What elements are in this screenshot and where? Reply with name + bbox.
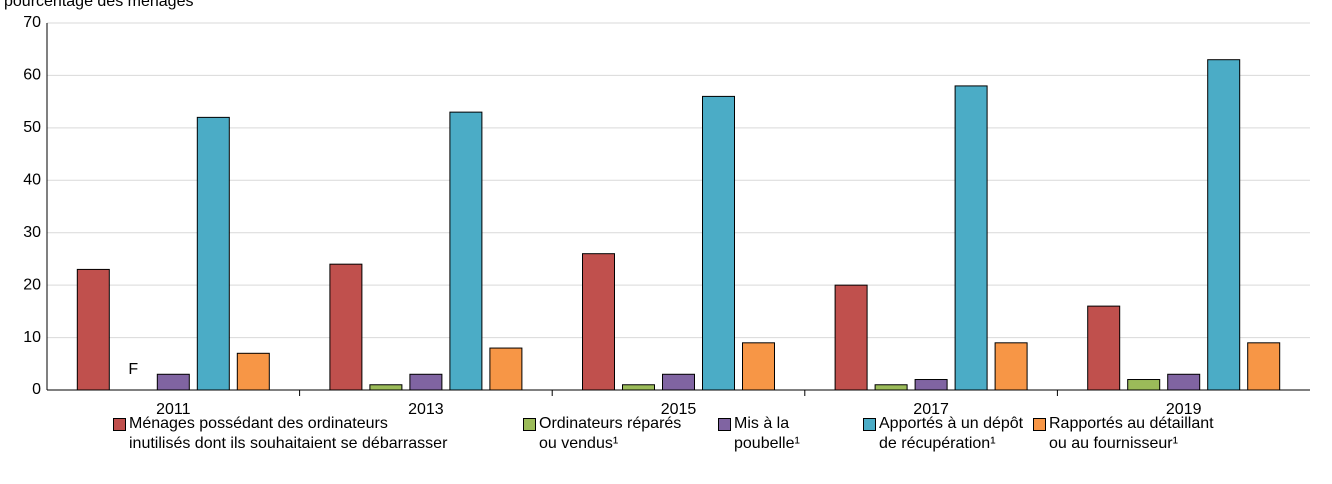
bar — [489, 347, 523, 391]
legend-item: Mis à la poubelle¹ — [718, 414, 800, 454]
x-tick-label: 2015 — [661, 401, 697, 414]
bar — [196, 116, 230, 391]
y-tick-label: 40 — [23, 172, 41, 189]
bar — [409, 373, 443, 391]
y-axis-label: pourcentage des ménages — [4, 0, 193, 10]
x-tick-label: 2019 — [1166, 401, 1202, 414]
bar — [1167, 373, 1201, 391]
legend-item: Rapportés au détaillant ou au fournisseu… — [1033, 414, 1214, 454]
bar — [156, 373, 190, 391]
y-tick-label: 30 — [23, 224, 41, 241]
bar — [1207, 59, 1241, 391]
legend-label: Rapportés au détaillant ou au fournisseu… — [1049, 415, 1214, 452]
bar — [369, 384, 403, 391]
legend-swatch — [113, 418, 126, 431]
bar — [702, 95, 735, 391]
legend-swatch — [523, 418, 536, 431]
x-tick-label: 2017 — [913, 401, 949, 414]
bar — [329, 263, 363, 391]
bar — [1087, 305, 1121, 391]
y-tick-label: 0 — [32, 381, 41, 398]
legend-swatch — [718, 418, 731, 431]
bar — [994, 342, 1028, 391]
y-tick-label: 70 — [23, 14, 41, 31]
bar — [874, 384, 908, 391]
legend-label: Ordinateurs réparés ou vendus¹ — [539, 415, 682, 452]
bar — [1247, 342, 1281, 391]
legend-item: Apportés à un dépôt de récupération¹ — [863, 414, 1023, 454]
bar — [622, 384, 655, 391]
x-tick-label: 2011 — [156, 401, 191, 414]
legend-swatch — [1033, 418, 1046, 431]
bar — [236, 352, 270, 391]
y-tick-label: 10 — [23, 329, 41, 346]
chart: pourcentage des ménages 0 10 20 30 40 50 60 70 2… — [4, 0, 1310, 414]
legend-label: Ménages possédant des ordinateurs inutil… — [129, 415, 448, 452]
legend-item: Ménages possédant des ordinateurs inutil… — [113, 414, 447, 454]
bar — [1127, 379, 1161, 391]
bar — [662, 373, 695, 391]
legend-label: Apportés à un dépôt de récupération¹ — [879, 415, 1024, 452]
bar — [954, 85, 988, 391]
bar — [742, 342, 775, 391]
bar — [834, 284, 868, 391]
y-tick-label: 50 — [23, 119, 41, 136]
y-tick-label: 60 — [23, 67, 41, 84]
bar — [582, 253, 615, 391]
bar — [449, 111, 483, 391]
x-tick-label: 2013 — [408, 401, 444, 414]
bar — [76, 268, 110, 391]
legend: Ménages possédant des ordinateurs inutil… — [0, 414, 1332, 474]
legend-swatch — [863, 418, 876, 431]
legend-label: Mis à la poubelle¹ — [734, 415, 800, 452]
bar — [914, 379, 948, 391]
legend-item: Ordinateurs réparés ou vendus¹ — [523, 414, 681, 454]
y-tick-label: 20 — [23, 276, 41, 293]
value-label: F — [128, 361, 138, 378]
